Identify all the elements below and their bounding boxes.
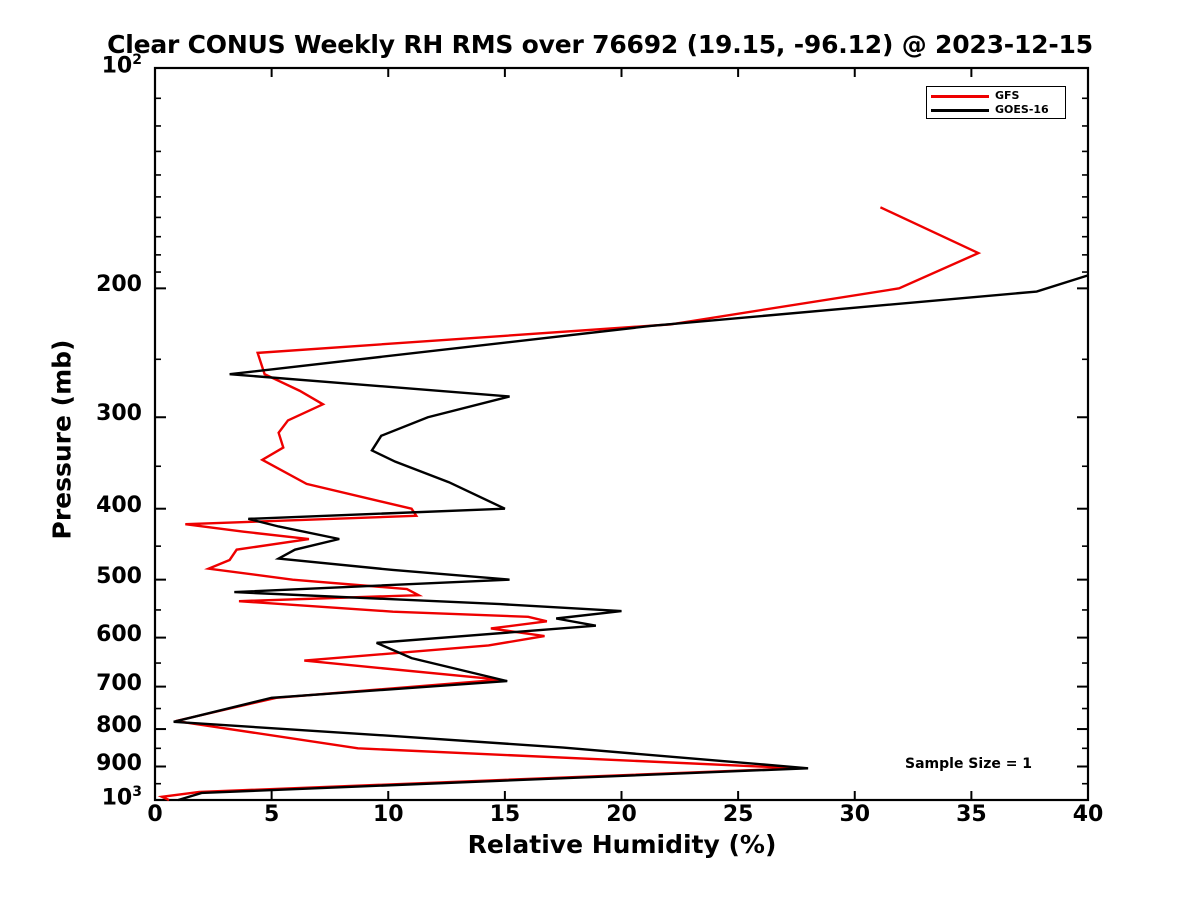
legend-entry-gfs: GFS: [931, 89, 1063, 103]
x-tick-label-0: 0: [147, 802, 163, 827]
y-tick-label-400: 400: [96, 492, 142, 518]
legend-label-goes16: GOES-16: [995, 103, 1049, 116]
x-tick-label-5: 5: [263, 802, 280, 827]
y-axis-label: Pressure (mb): [47, 339, 77, 540]
series-line-goes-16: [173, 274, 1089, 802]
legend-swatch-gfs: [931, 95, 989, 98]
axes-frame-rect: [153, 66, 1090, 802]
legend-label-gfs: GFS: [995, 89, 1020, 102]
y-tick-label-600: 600: [96, 621, 142, 647]
chart-legend: GFS GOES-16: [926, 86, 1066, 119]
data-series-group: [157, 206, 1089, 802]
y-tick-label-200: 200: [96, 272, 142, 298]
x-tick-label-30: 30: [839, 802, 871, 827]
x-tick-label-35: 35: [956, 802, 987, 827]
y-tick-label-100: 102: [101, 52, 142, 79]
x-tick-label-40: 40: [1072, 802, 1104, 827]
chart-title: Clear CONUS Weekly RH RMS over 76692 (19…: [107, 30, 1093, 59]
x-tick-label-20: 20: [606, 802, 637, 827]
y-tick-label-700: 700: [96, 670, 142, 696]
y-tick-label-800: 800: [96, 713, 142, 739]
x-axis-label: Relative Humidity (%): [467, 830, 777, 859]
x-tick-label-15: 15: [489, 802, 521, 827]
series-line-gfs: [157, 206, 982, 802]
y-tick-label-300: 300: [96, 401, 142, 427]
y-tick-label-500: 500: [96, 563, 142, 589]
legend-entry-goes16: GOES-16: [931, 103, 1063, 117]
axes-frame: [153, 66, 1090, 802]
x-tick-label-25: 25: [722, 802, 754, 827]
y-tick-label-1000: 103: [101, 784, 142, 811]
legend-swatch-goes16: [931, 109, 989, 112]
sample-size-annotation: Sample Size = 1: [905, 756, 1033, 772]
x-tick-label-10: 10: [372, 802, 404, 827]
y-tick-label-900: 900: [96, 750, 142, 776]
